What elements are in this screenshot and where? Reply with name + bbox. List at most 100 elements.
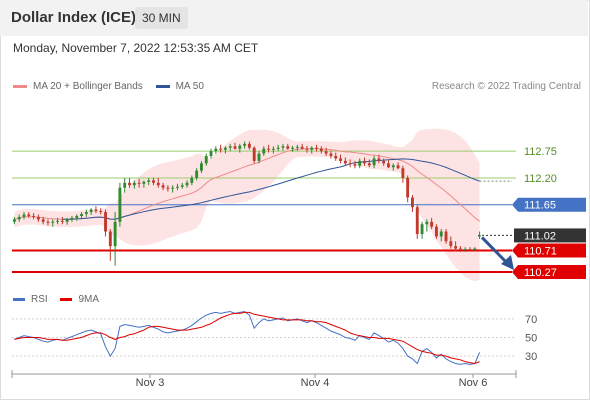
candle: [200, 160, 203, 174]
candle-body: [353, 164, 357, 166]
rsi-9ma-line: [14, 311, 480, 365]
rsi-tick-30: 30: [525, 351, 537, 363]
candle-body: [257, 153, 261, 161]
time-tick-label: Nov 6: [459, 377, 488, 389]
candle: [128, 177, 131, 188]
candle: [195, 168, 199, 181]
timeframe-badge[interactable]: 30 MIN: [135, 7, 188, 29]
candle: [358, 158, 362, 169]
candle: [449, 236, 453, 249]
candle-body: [377, 158, 381, 161]
legend-item-rsi: RSI: [13, 294, 48, 305]
candle-body: [219, 148, 223, 150]
candle: [291, 145, 294, 152]
candle-body: [56, 220, 59, 222]
candle-body: [132, 182, 136, 186]
candle-body: [228, 146, 232, 148]
candle-body: [156, 182, 160, 186]
candle: [80, 212, 83, 218]
candle-body: [391, 165, 395, 168]
candle: [295, 144, 299, 151]
candle: [65, 217, 69, 225]
level-text-110.71: 110.71: [524, 246, 557, 258]
candle-body: [60, 220, 64, 222]
candle: [286, 143, 290, 150]
candle: [463, 247, 467, 252]
candle: [137, 178, 141, 188]
candle: [478, 231, 482, 239]
candle: [113, 212, 117, 266]
candle: [209, 148, 213, 159]
candle: [22, 212, 26, 220]
candle: [353, 160, 357, 169]
candle: [180, 182, 184, 189]
candle-body: [310, 147, 314, 150]
candle: [46, 219, 50, 226]
candle-body: [166, 187, 170, 189]
candle-body: [473, 248, 477, 250]
candle-body: [439, 231, 443, 237]
candle: [223, 146, 227, 154]
candle-body: [334, 156, 338, 159]
ma20-swatch-icon: [13, 84, 27, 88]
candle-body: [271, 148, 275, 150]
legend-item-9ma: 9MA: [60, 294, 99, 305]
candle-body: [171, 187, 175, 189]
candle: [118, 182, 122, 227]
candle-body: [468, 249, 472, 251]
candle-body: [463, 249, 467, 251]
candle-body: [276, 147, 280, 149]
level-text-111.02: 111.02: [524, 230, 556, 242]
candle: [300, 143, 304, 150]
candle: [420, 221, 424, 239]
candle: [401, 165, 405, 183]
candle-body: [267, 148, 271, 150]
candle-body: [84, 212, 88, 214]
candle: [391, 163, 395, 171]
level-tag-111.02: [514, 228, 586, 243]
candle-body: [348, 163, 352, 165]
candle-body: [324, 151, 328, 154]
candle-body: [411, 197, 414, 208]
rsi-tick-50: 50: [525, 333, 537, 345]
candle-body: [65, 219, 69, 222]
candle-body: [339, 158, 342, 161]
candle-body: [343, 160, 347, 164]
candle-body: [142, 181, 146, 184]
candle-body: [94, 209, 98, 212]
candle: [257, 151, 261, 164]
candle: [363, 157, 366, 166]
candle: [219, 144, 223, 153]
candle: [176, 183, 179, 191]
time-tick-label: Nov 3: [136, 377, 165, 389]
candle-body: [305, 148, 309, 150]
candle: [435, 224, 438, 239]
legend-label-ma50: MA 50: [175, 81, 204, 92]
candle: [104, 209, 107, 237]
candle: [56, 217, 59, 225]
candle-body: [372, 158, 376, 166]
candle: [367, 159, 371, 168]
candle: [84, 209, 88, 217]
candle: [99, 208, 103, 215]
chart-header: Dollar Index (ICE) 30 MIN: [0, 0, 588, 36]
candle-body: [195, 170, 199, 178]
candle-body: [420, 224, 424, 234]
rsi-tick-70: 70: [525, 314, 537, 326]
candle: [12, 216, 16, 225]
candle: [439, 229, 443, 242]
forecast-arrowhead-icon: [501, 254, 514, 270]
candle-body: [128, 182, 131, 186]
candle-body: [190, 177, 194, 183]
candle: [108, 229, 112, 261]
level-tag-111.65: [512, 197, 586, 212]
candle: [32, 213, 36, 220]
candle-body: [233, 146, 237, 149]
candle: [430, 217, 434, 230]
candle: [382, 158, 386, 166]
candle: [310, 146, 314, 154]
candle-body: [300, 146, 304, 149]
candle: [387, 160, 390, 169]
candle: [339, 154, 342, 164]
candle: [319, 146, 323, 154]
